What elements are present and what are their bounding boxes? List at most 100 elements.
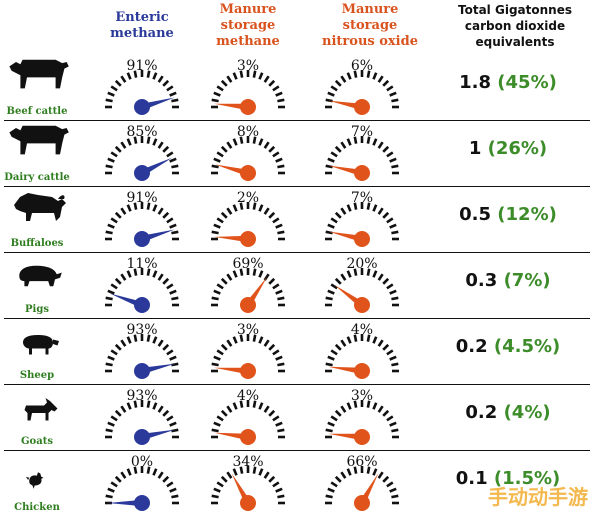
gauge-tick bbox=[268, 145, 276, 153]
gauge-tick bbox=[133, 136, 138, 144]
gauge-tick bbox=[114, 79, 122, 87]
gauge-tick bbox=[252, 202, 257, 210]
gauge-hub bbox=[354, 231, 370, 247]
animal-silhouette bbox=[25, 472, 44, 489]
gauge-percent-label: 93% bbox=[126, 322, 158, 338]
gauge-tick bbox=[211, 428, 219, 433]
total-gigatonnes: 1 bbox=[468, 138, 488, 159]
gauge-tick bbox=[239, 466, 244, 474]
gauge-tick bbox=[105, 98, 113, 103]
gauge-tick bbox=[275, 355, 283, 361]
gauge-tick bbox=[382, 79, 390, 87]
gauge-percent-label: 3% bbox=[350, 388, 374, 404]
gauge-hub bbox=[354, 165, 370, 181]
gauge-tick bbox=[226, 405, 233, 413]
gauge-tick bbox=[126, 138, 132, 146]
gauge-tick bbox=[277, 98, 285, 103]
gauge-tick bbox=[325, 494, 333, 499]
gauge-tick bbox=[169, 421, 177, 427]
gauge-needle bbox=[328, 366, 363, 375]
animal-label: Buffaloes bbox=[10, 238, 64, 249]
gauge-hub bbox=[134, 363, 150, 379]
gauge-tick bbox=[216, 217, 224, 224]
gauge-tick bbox=[120, 339, 127, 347]
total-value: 0.2 (4.5%) bbox=[428, 336, 588, 357]
gauge-tick bbox=[146, 334, 151, 342]
gauge-tick bbox=[120, 141, 127, 149]
gauge-tick bbox=[389, 223, 397, 229]
gauge-tick bbox=[377, 273, 384, 281]
header-enteric-line-1: Enteric bbox=[115, 10, 169, 25]
gauge-tick bbox=[330, 217, 338, 224]
gauge-tick bbox=[226, 339, 233, 347]
gauge-tick bbox=[327, 289, 335, 295]
row-divider bbox=[4, 186, 590, 187]
gauge-tick bbox=[389, 91, 397, 97]
gauge-tick bbox=[353, 268, 358, 276]
gauge-tick bbox=[171, 164, 179, 169]
gauge-tick bbox=[166, 415, 174, 422]
gauge-tick bbox=[110, 481, 118, 488]
gauge-tick bbox=[377, 207, 384, 215]
gauge-tick bbox=[226, 471, 233, 479]
animal-silhouette bbox=[9, 125, 69, 155]
gauge-percent-label: 91% bbox=[126, 58, 158, 74]
gauge-tick bbox=[171, 362, 179, 367]
gauge-tick bbox=[386, 415, 394, 422]
total-gigatonnes: 0.3 bbox=[465, 270, 504, 291]
gauge-tick bbox=[110, 85, 118, 92]
gauge-tick bbox=[277, 362, 285, 367]
gauge-hub bbox=[134, 231, 150, 247]
total-value: 1.8 (45%) bbox=[428, 72, 588, 93]
gauge-needle bbox=[108, 499, 142, 507]
gauge-tick bbox=[325, 164, 333, 169]
gauge-tick bbox=[386, 349, 394, 356]
header-manure-n2o-line-1: Manure bbox=[341, 2, 399, 17]
gauge-tick bbox=[110, 283, 118, 290]
gauge-tick bbox=[120, 207, 127, 215]
gauge-tick bbox=[107, 91, 115, 97]
total-share-percent: (4%) bbox=[503, 402, 551, 423]
gauge-tick bbox=[258, 138, 264, 146]
header-manure-n2o-line-2: storage bbox=[342, 18, 398, 33]
gauge-tick bbox=[105, 362, 113, 367]
gauge-tick bbox=[133, 202, 138, 210]
gauge-tick bbox=[377, 471, 384, 479]
gauge-tick bbox=[152, 72, 158, 80]
total-gigatonnes: 0.2 bbox=[465, 402, 504, 423]
gauge-tick bbox=[327, 355, 335, 361]
watermark: 手动动手游 bbox=[488, 485, 588, 509]
gauge-tick bbox=[346, 138, 352, 146]
gauge-tick bbox=[166, 85, 174, 92]
gauge-tick bbox=[152, 336, 158, 344]
gauge-tick bbox=[126, 72, 132, 80]
gauge-tick bbox=[366, 466, 371, 474]
gauge-hub bbox=[354, 99, 370, 115]
gauge-tick bbox=[377, 141, 384, 149]
gauge-tick bbox=[372, 336, 378, 344]
gauge-tick bbox=[162, 211, 170, 219]
gauge-tick bbox=[211, 494, 219, 499]
gauge-tick bbox=[263, 339, 270, 347]
gauge-percent-label: 66% bbox=[346, 454, 378, 470]
gauge-tick bbox=[162, 409, 170, 417]
header-manure-n2o: Manure storage nitrous oxide bbox=[300, 2, 440, 50]
gauge-tick bbox=[346, 468, 352, 476]
gauge-hub bbox=[240, 429, 256, 445]
gauge-tick bbox=[325, 428, 333, 433]
gauge-tick bbox=[327, 421, 335, 427]
gauge-tick bbox=[166, 481, 174, 488]
row-divider bbox=[4, 384, 590, 385]
gauge-tick bbox=[372, 468, 378, 476]
gauge-tick bbox=[372, 402, 378, 410]
header-manure-methane-line-3: methane bbox=[216, 34, 280, 49]
animal-silhouette bbox=[23, 335, 59, 355]
gauge-tick bbox=[166, 283, 174, 290]
gauge-tick bbox=[162, 79, 170, 87]
gauge-tick bbox=[152, 138, 158, 146]
gauge-hub bbox=[134, 495, 150, 511]
gauge-percent-label: 3% bbox=[236, 58, 260, 74]
gauge-tick bbox=[239, 400, 244, 408]
gauge-tick bbox=[263, 75, 270, 83]
gauge-percent-label: 85% bbox=[126, 124, 158, 140]
